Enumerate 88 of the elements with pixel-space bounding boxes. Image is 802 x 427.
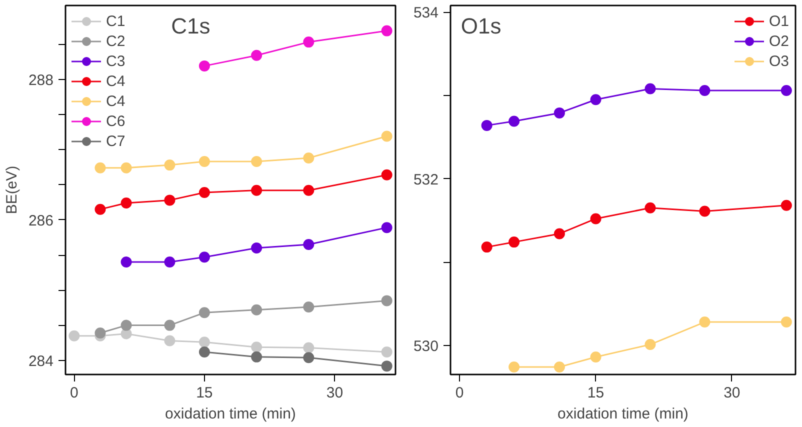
point [68,330,80,342]
legend-label: C2 [106,32,126,50]
y-tick-label: 534 [413,4,439,22]
point [164,256,176,268]
chart-title: C1s [171,14,210,38]
point [164,194,176,206]
point [251,242,262,254]
point [780,84,792,96]
point [251,184,262,196]
x-tick-label: 30 [724,384,740,402]
point [381,346,392,358]
legend-label: C1 [106,12,126,30]
point [381,295,392,306]
point [198,186,210,198]
point [644,83,656,94]
point [198,156,210,168]
point [198,252,210,263]
point [554,362,565,372]
point [198,336,210,348]
point [164,320,176,331]
point [251,156,262,168]
point [94,328,106,339]
point [303,36,314,48]
point [699,206,710,217]
point [699,316,710,328]
point [780,316,792,328]
legend-label: O1 [768,12,789,30]
x-tick-label: 30 [326,384,344,402]
point [251,342,262,353]
point [164,335,176,346]
point [94,162,106,174]
point [554,228,565,240]
x-axis-title: oxidation time (min) [165,406,296,422]
legend-label: C4 [106,92,126,110]
point [198,307,210,318]
point [381,25,392,36]
point [381,130,392,142]
chart-title: O1s [460,14,502,38]
legend-label: C4 [106,72,126,90]
point [590,94,602,106]
point [381,222,392,234]
point [303,152,314,164]
point [251,351,262,362]
x-axis-title: oxidation time (min) [558,406,688,422]
y-tick-label: 284 [28,352,54,370]
point [303,302,314,313]
y-tick-label: 288 [28,72,54,89]
point [508,116,520,127]
point [94,204,106,215]
point [303,352,314,364]
point [120,320,132,331]
legend-label: O3 [768,52,789,70]
point [120,198,132,208]
point [780,200,792,211]
point [590,352,602,362]
point [508,236,520,248]
point [481,242,492,253]
point [303,238,314,250]
x-tick-label: 0 [455,384,464,402]
point [644,339,656,350]
legend-label: C7 [106,132,126,150]
point [481,120,492,131]
point [303,342,314,354]
legend-label: O2 [768,32,789,50]
point [198,60,210,72]
point [699,84,710,96]
point [120,162,132,174]
point [303,184,314,196]
point [644,202,656,214]
point [554,107,565,118]
point [251,304,262,316]
y-tick-label: 286 [28,212,54,230]
point [120,256,132,268]
legend-label: C6 [106,112,126,130]
point [590,213,602,224]
point [508,362,520,372]
x-tick-label: 15 [587,384,604,402]
point [198,346,210,358]
y-axis-title: BE(eV) [3,166,20,214]
legend-label: C3 [106,52,126,70]
point [381,360,392,372]
point [164,160,176,171]
point [381,169,392,180]
y-tick-label: 532 [413,171,439,188]
x-tick-label: 15 [196,384,213,402]
y-tick-label: 530 [413,338,439,355]
x-tick-label: 0 [70,384,78,402]
point [251,50,262,61]
